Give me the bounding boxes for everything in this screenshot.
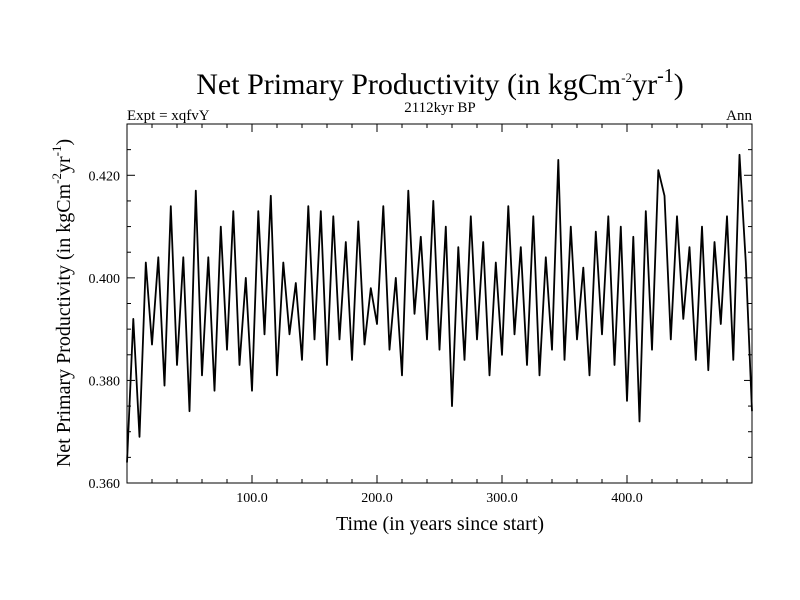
series-line xyxy=(126,153,753,463)
y-tick-label: 0.420 xyxy=(89,169,121,184)
y-tick-label: 0.400 xyxy=(89,272,121,287)
y-axis-ticks: 0.360 0.380 0.400 0.420 xyxy=(89,169,752,492)
minor-ticks xyxy=(127,124,752,483)
y-tick-label: 0.360 xyxy=(89,477,121,492)
x-tick-label: 300.0 xyxy=(486,491,518,506)
season-label: Ann xyxy=(726,108,752,124)
experiment-label: Expt = xqfvY xyxy=(127,108,210,124)
x-axis-label: Time (in years since start) xyxy=(336,513,544,535)
x-tick-label: 200.0 xyxy=(361,491,393,506)
x-axis-ticks: 100.0 200.0 300.0 400.0 xyxy=(236,124,643,506)
period-label: 2112kyr BP xyxy=(404,100,476,116)
chart-title: Net Primary Productivity (in kgCm-2yr-1) xyxy=(196,65,683,101)
series-group xyxy=(126,153,753,463)
y-tick-label: 0.380 xyxy=(89,374,121,389)
y-axis-label: Net Primary Productivity (in kgCm-2yr-1) xyxy=(49,139,75,467)
x-tick-label: 400.0 xyxy=(611,491,643,506)
x-tick-label: 100.0 xyxy=(236,491,268,506)
